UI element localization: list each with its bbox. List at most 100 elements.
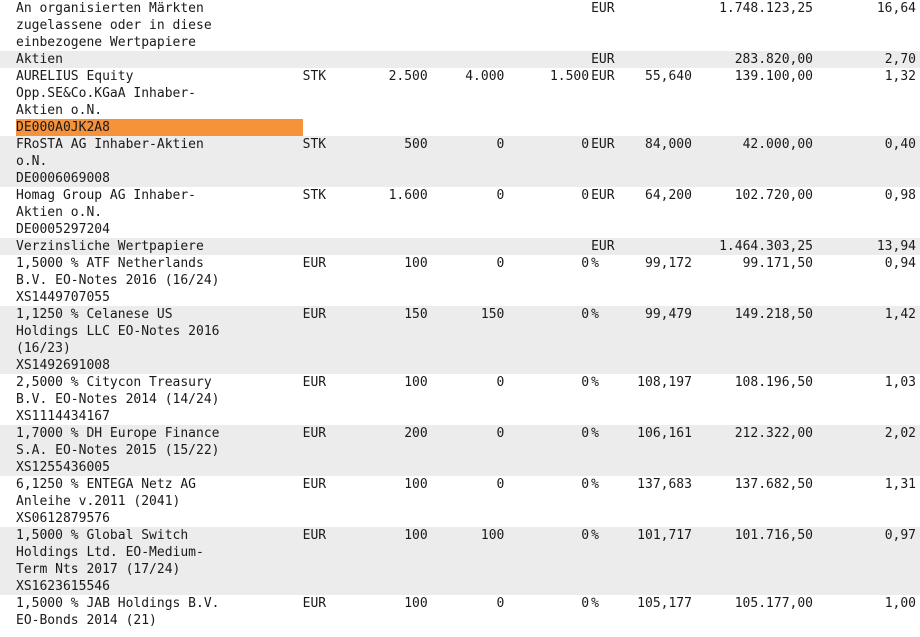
table-row: AURELIUS Equity Opp.SE&Co.KGaA Inhaber- Ak…: [0, 68, 920, 136]
quantity-cell: 100: [404, 477, 428, 492]
unit-cell: STK: [302, 136, 354, 187]
table-row: 1,5000 % JAB Holdings B.V. EO-Bonds 2014 …: [0, 595, 920, 629]
purchases-cell: 100: [427, 527, 505, 595]
isin-code: XS0612879576: [16, 511, 110, 526]
purchases-cell: 150: [427, 306, 505, 374]
percent-of-fund-cell: 0,94: [884, 256, 916, 271]
isin-code: DE0005297204: [16, 222, 110, 237]
isin-code: XS1255436005: [16, 460, 110, 475]
sales-cell: [504, 238, 590, 255]
purchases-cell: 0: [496, 477, 505, 492]
security-name-cell: 2,5000 % Citycon Treasury B.V. EO-Notes 2…: [0, 374, 303, 425]
price-cell: 64,200: [645, 188, 692, 203]
sales-cell: 0: [581, 375, 590, 390]
quantity-cell: 100: [404, 256, 428, 271]
security-name-line: 1,5000 % ATF Netherlands: [16, 256, 204, 271]
price-cell: [619, 51, 692, 68]
sales-cell: 0: [581, 256, 590, 271]
market-value-cell: 102.720,00: [734, 188, 814, 203]
security-name-cell: 1,5000 % JAB Holdings B.V. EO-Bonds 2014 …: [0, 595, 303, 629]
currency-cell: EUR: [591, 1, 615, 16]
purchases-cell: [428, 0, 505, 51]
isin-code: XS1492691008: [16, 358, 110, 373]
market-value-cell: 149.218,50: [691, 306, 814, 374]
currency-cell: %: [591, 256, 599, 271]
security-name-line: B.V. EO-Notes 2016 (16/24): [16, 273, 220, 288]
table-row: Homag Group AG Inhaber- Aktien o.N. DE0005…: [0, 187, 920, 238]
unit-cell: EUR: [302, 527, 354, 595]
security-name-cell: Aktien: [0, 51, 303, 68]
currency-cell: %: [591, 477, 599, 492]
purchases-cell: 0: [427, 136, 505, 187]
sales-cell: 1.500: [549, 69, 590, 84]
currency-cell: EUR: [589, 51, 620, 68]
sales-cell: 0: [581, 596, 590, 611]
quantity-cell: 500: [353, 136, 428, 187]
quantity-cell: [353, 238, 428, 255]
currency-cell: EUR: [589, 136, 620, 187]
security-name-line: (16/23): [16, 341, 71, 356]
isin-code: DE000A0JK2A8: [16, 119, 303, 136]
security-name-cell: 1,7000 % DH Europe Finance S.A. EO-Notes …: [0, 425, 303, 476]
table-row: Aktien EUR 283.820,00 2,70: [0, 51, 920, 68]
market-value-cell: 137.682,50: [734, 477, 814, 492]
price-cell: 99,172: [645, 256, 692, 271]
quantity-cell: [353, 0, 428, 51]
price-cell: [619, 0, 692, 51]
security-name-line: Opp.SE&Co.KGaA Inhaber-: [16, 86, 197, 101]
table-row: An organisierten Märkten zugelassene oder…: [0, 0, 920, 51]
percent-of-fund-cell: 16,64: [876, 1, 916, 16]
percent-of-fund-cell: 1,31: [884, 477, 916, 492]
quantity-cell: 100: [353, 527, 428, 595]
security-name-line: Aktien o.N.: [16, 103, 103, 118]
security-name-cell: An organisierten Märkten zugelassene oder…: [0, 0, 303, 51]
quantity-cell: [353, 51, 428, 68]
currency-cell: EUR: [589, 238, 620, 255]
security-name-cell: 6,1250 % ENTEGA Netz AG Anleihe v.2011 (2…: [0, 476, 303, 527]
market-value-cell: 212.322,00: [691, 425, 814, 476]
purchases-cell: [427, 238, 505, 255]
table-row: 2,5000 % Citycon Treasury B.V. EO-Notes 2…: [0, 374, 920, 425]
quantity-cell: 100: [404, 596, 428, 611]
unit-cell: EUR: [302, 256, 327, 271]
currency-cell: EUR: [591, 69, 615, 84]
unit-cell: [302, 51, 354, 68]
sales-cell: 0: [504, 136, 590, 187]
currency-cell: EUR: [591, 188, 615, 203]
market-value-cell: 42.000,00: [691, 136, 814, 187]
security-name-line: 1,1250 % Celanese US: [16, 307, 173, 322]
table-row: FRoSTA AG Inhaber-Aktien o.N. DE0006069008…: [0, 136, 920, 187]
security-name-line: Holdings LLC EO-Notes 2016: [16, 324, 220, 339]
table-row: 1,7000 % DH Europe Finance S.A. EO-Notes …: [0, 425, 920, 476]
percent-of-fund-cell: 1,03: [884, 375, 916, 390]
unit-cell: STK: [302, 69, 327, 84]
currency-cell: %: [591, 596, 599, 611]
security-name-line: S.A. EO-Notes 2015 (15/22): [16, 443, 220, 458]
currency-cell: %: [589, 527, 620, 595]
security-name-line: B.V. EO-Notes 2014 (14/24): [16, 392, 220, 407]
security-name-line: AURELIUS Equity: [16, 69, 134, 84]
security-name-line: Aktien: [16, 52, 63, 67]
isin-code: XS1623615546: [16, 579, 110, 594]
security-name-line: o.N.: [16, 154, 48, 169]
security-name-line: EO-Bonds 2014 (21): [16, 613, 157, 628]
security-name-line: Term Nts 2017 (17/24): [16, 562, 181, 577]
isin-code: DE0006069008: [16, 171, 110, 186]
security-name-line: Anleihe v.2011 (2041): [16, 494, 181, 509]
percent-of-fund-cell: 2,70: [813, 51, 920, 68]
percent-of-fund-cell: 13,94: [813, 238, 920, 255]
security-name-line: 2,5000 % Citycon Treasury: [16, 375, 212, 390]
price-cell: 84,000: [619, 136, 692, 187]
market-value-cell: 99.171,50: [742, 256, 814, 271]
security-name-line: 1,5000 % Global Switch: [16, 528, 189, 543]
unit-cell: EUR: [302, 306, 354, 374]
security-name-cell: 1,1250 % Celanese US Holdings LLC EO-Note…: [0, 306, 303, 374]
purchases-cell: 0: [496, 596, 505, 611]
quantity-cell: 2.500: [388, 69, 428, 84]
percent-of-fund-cell: 0,40: [813, 136, 920, 187]
sales-cell: 0: [504, 425, 590, 476]
percent-of-fund-cell: 1,42: [813, 306, 920, 374]
market-value-cell: 101.716,50: [691, 527, 814, 595]
table-row: 1,5000 % Global Switch Holdings Ltd. EO-M…: [0, 527, 920, 595]
